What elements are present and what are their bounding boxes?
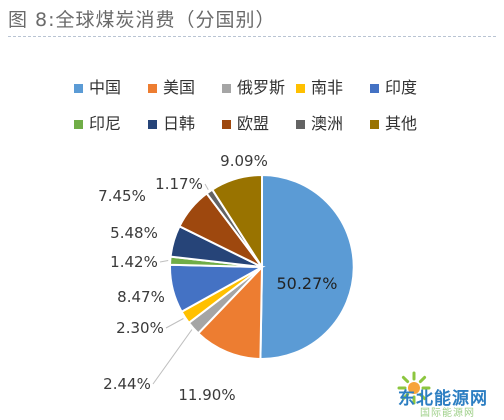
legend-label: 澳洲: [311, 114, 344, 133]
title-divider: [8, 36, 496, 37]
leader-line: [165, 318, 184, 329]
slice-value-label: 50.27%: [276, 274, 337, 293]
legend-swatch: [74, 119, 83, 129]
legend-swatch: [222, 119, 231, 129]
leader-line: [152, 329, 193, 385]
legend-swatch: [296, 119, 305, 129]
legend-item: 印尼: [74, 114, 148, 134]
chart-title: 图 8:全球煤炭消费（分国别）: [8, 9, 276, 31]
legend-swatch: [370, 119, 379, 129]
slice-value-label: 7.45%: [98, 187, 146, 205]
slice-value-label: 9.09%: [220, 152, 268, 170]
watermark: 东北能源网 国际能源网: [394, 371, 498, 419]
sun-logo-icon: [397, 371, 431, 405]
legend-item: 中国: [74, 78, 148, 98]
legend-item: 其他: [370, 114, 444, 134]
legend-label: 南非: [311, 78, 344, 97]
pie-slice: [196, 264, 264, 361]
legend-swatch: [296, 83, 305, 93]
leader-line: [204, 183, 209, 191]
legend-swatch: [74, 83, 83, 93]
legend-label: 日韩: [163, 114, 196, 133]
legend-swatch: [148, 119, 157, 129]
leader-line: [159, 260, 169, 263]
legend-label: 中国: [89, 78, 122, 97]
watermark-subtext: 国际能源网: [420, 408, 475, 419]
legend-swatch: [222, 83, 231, 93]
chart-legend: 中国 美国 俄罗斯 南非 印度印尼 日韩 欧盟 澳洲 其他: [74, 78, 444, 134]
legend-label: 印尼: [89, 114, 122, 133]
pie-slice: [259, 173, 355, 360]
legend-item: 印度: [370, 78, 444, 98]
slice-value-label: 1.42%: [110, 253, 158, 271]
legend-swatch: [148, 83, 157, 93]
pie-slice: [210, 173, 263, 271]
legend-item: 欧盟: [222, 114, 296, 134]
legend-item: 日韩: [148, 114, 222, 134]
legend-item: 美国: [148, 78, 222, 98]
slice-value-label: 8.47%: [117, 288, 165, 306]
legend-label: 欧盟: [237, 114, 270, 133]
slice-value-label: 5.48%: [110, 224, 158, 242]
legend-item: 俄罗斯: [222, 78, 296, 98]
slice-value-label: 2.30%: [116, 319, 164, 337]
slice-value-label: 2.44%: [103, 375, 151, 393]
legend-label: 美国: [163, 78, 196, 97]
legend-item: 南非: [296, 78, 370, 98]
watermark-text: 东北能源网: [398, 389, 488, 409]
legend-label: 其他: [385, 114, 418, 133]
legend-item: 澳洲: [296, 114, 370, 134]
legend-label: 俄罗斯: [237, 78, 286, 97]
slice-value-label: 11.90%: [178, 386, 235, 404]
legend-swatch: [370, 83, 379, 93]
legend-label: 印度: [385, 78, 418, 97]
slice-value-label: 1.17%: [155, 175, 203, 193]
